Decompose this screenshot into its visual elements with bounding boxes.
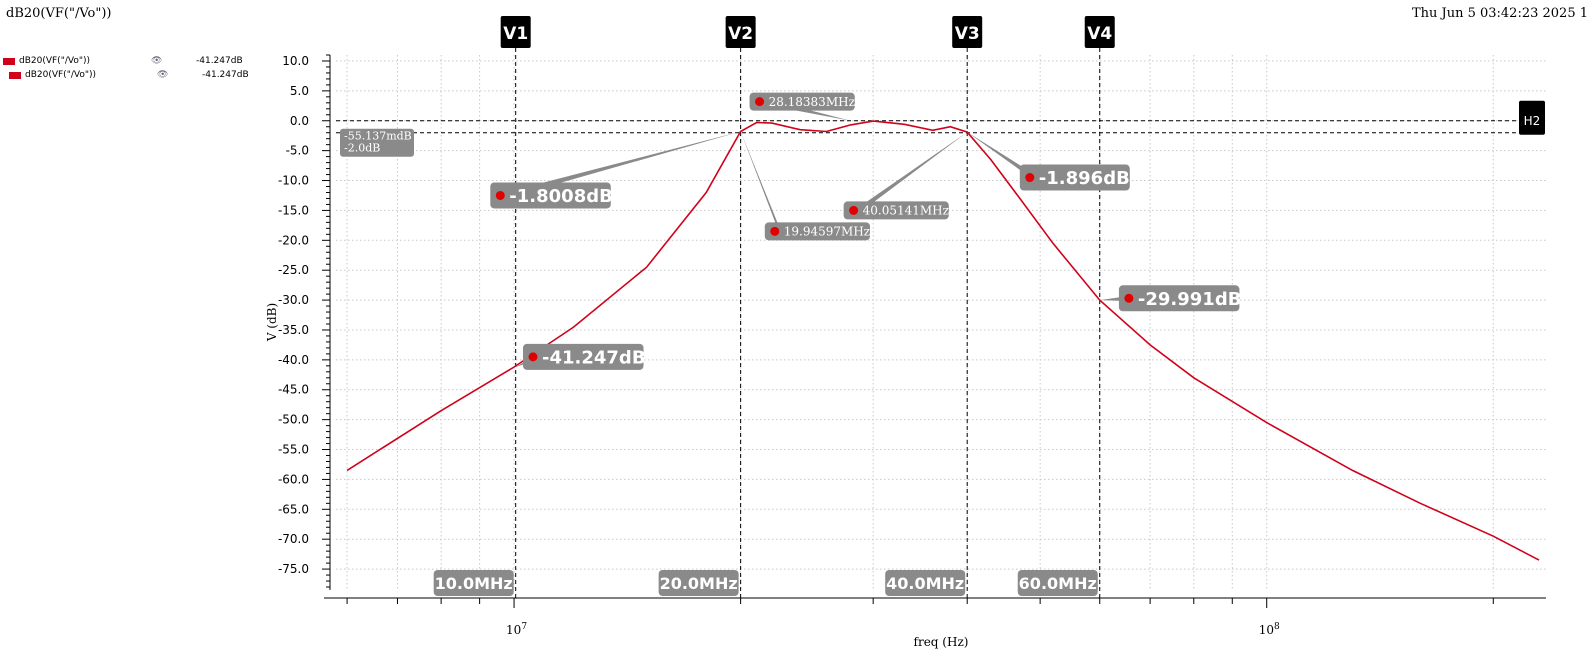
y-tick-label: -65.0 [278, 502, 309, 516]
x-tick-exponent: 7 [521, 622, 527, 632]
y-tick-label: 5.0 [290, 84, 309, 98]
annotation-box [843, 201, 949, 220]
v-marker-xbox [658, 570, 739, 596]
annotation-dot [849, 205, 859, 215]
h-marker-label: H2 [1524, 114, 1541, 128]
annotation-box [764, 222, 870, 241]
v-marker-label: V4 [1087, 24, 1112, 44]
y-tick-label: -50.0 [278, 413, 309, 427]
x-tick-label: 108 [1259, 622, 1280, 637]
y-tick-label: -5.0 [286, 144, 309, 158]
annotation-box [1019, 164, 1130, 191]
annotation-pointer [740, 131, 780, 235]
annotation-pointer [505, 131, 741, 199]
y-tick-label: -60.0 [278, 472, 309, 486]
annotation-pointer [764, 98, 851, 121]
v-marker-tag [1084, 16, 1115, 48]
v-marker-label: V3 [955, 24, 980, 44]
annotation-label: -41.247dB [542, 347, 646, 368]
annotation-label: -1.8008dB [509, 186, 613, 207]
annotation-dot [1124, 293, 1134, 303]
v-marker-xvalue: 20.0MHz [660, 574, 738, 593]
series-line [346, 120, 1540, 561]
y-tick-label: 10.0 [282, 54, 309, 68]
plot-title: dB20(VF("/Vo")) [6, 6, 112, 21]
annotation-label: -29.991dB [1138, 289, 1242, 310]
y-tick-label: -70.0 [278, 532, 309, 546]
v-marker-label: V2 [728, 24, 753, 44]
y-tick-label: -55.0 [278, 443, 309, 457]
legend-value: -41.247dB [202, 70, 249, 80]
y-tick-label: -25.0 [278, 263, 309, 277]
h-delta-text: -2.0dB [344, 142, 380, 155]
eye-icon[interactable]: 👁 [157, 70, 169, 80]
y-tick-label: -15.0 [278, 203, 309, 217]
annotation-box [523, 343, 644, 370]
y-tick-label: -30.0 [278, 293, 309, 307]
y-tick-label: 0.0 [290, 114, 309, 128]
y-tick-label: -45.0 [278, 383, 309, 397]
h-delta-box [340, 128, 414, 157]
annotation-box [749, 92, 855, 111]
y-tick-label: -35.0 [278, 323, 309, 337]
annotation-pointer [858, 132, 968, 214]
annotation-dot [755, 97, 765, 107]
y-tick-label: -40.0 [278, 353, 309, 367]
eye-icon[interactable]: 👁 [151, 56, 163, 66]
annotation-label: 40.05141MHz [863, 204, 949, 218]
annotation-dot [1025, 173, 1035, 183]
v-marker-tag [725, 16, 756, 48]
v-marker-tag [952, 16, 983, 48]
y-tick-label: -10.0 [278, 174, 309, 188]
legend-label: dB20(VF("/Vo")) [19, 56, 90, 66]
legend-value: -41.247dB [196, 56, 243, 66]
annotation-dot [495, 190, 505, 200]
v-marker-xvalue: 10.0MHz [435, 574, 513, 593]
v-marker-tag [500, 16, 531, 48]
v-marker-xbox [433, 570, 514, 596]
timestamp: Thu Jun 5 03:42:23 2025 1 [1411, 6, 1588, 21]
legend-label: dB20(VF("/Vo")) [25, 70, 96, 80]
h-marker-tag [1519, 100, 1545, 135]
annotation-pointer [967, 132, 1035, 181]
y-axis-label: V (dB) [265, 303, 279, 342]
v-marker-xvalue: 60.0MHz [1019, 574, 1097, 593]
legend-swatch [3, 58, 15, 65]
v-marker-xbox [1017, 570, 1098, 596]
x-tick-label: 107 [506, 622, 527, 637]
annotation-dot [528, 352, 538, 362]
v-marker-label: V1 [503, 24, 528, 44]
annotation-box [490, 182, 611, 209]
v-marker-xvalue: 40.0MHz [886, 574, 964, 593]
x-tick-exponent: 8 [1274, 622, 1280, 632]
annotation-label: -1.896dB [1039, 168, 1130, 189]
x-axis-label: freq (Hz) [914, 635, 969, 649]
annotation-label: 28.18383MHz [769, 95, 855, 109]
y-tick-label: -20.0 [278, 233, 309, 247]
annotation-label: 19.94597MHz [784, 225, 870, 239]
legend-swatch [9, 72, 21, 79]
h-delta-text: -55.137mdB [344, 130, 412, 143]
annotation-dot [770, 226, 780, 236]
y-tick-label: -75.0 [278, 562, 309, 576]
v-marker-xbox [885, 570, 966, 596]
annotation-box [1118, 285, 1240, 312]
